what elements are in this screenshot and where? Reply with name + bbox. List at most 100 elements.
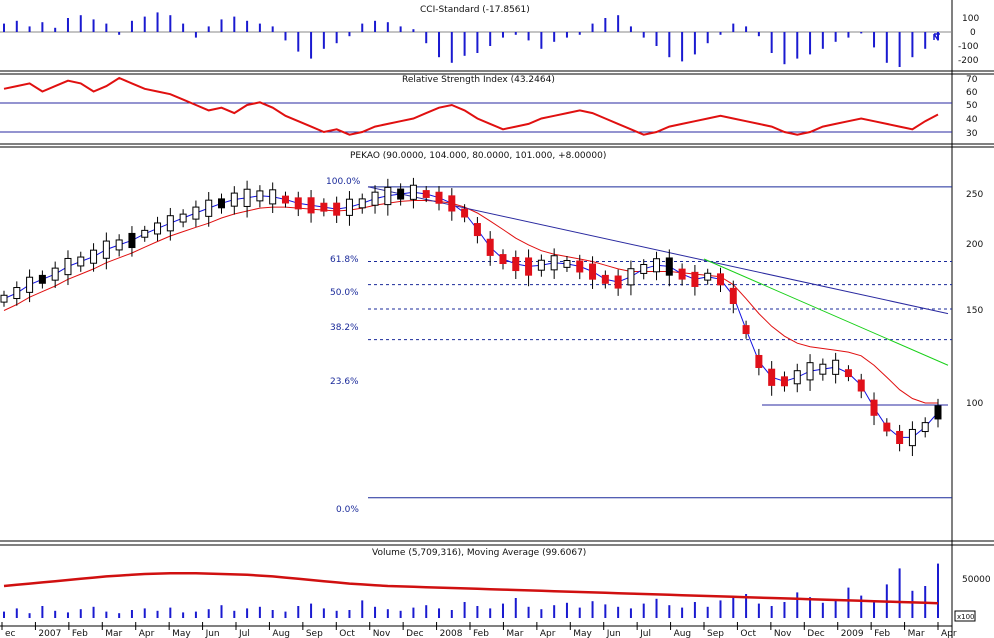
cci-bar	[143, 16, 146, 32]
candle-body	[179, 213, 187, 223]
candle-body	[256, 190, 264, 202]
cci-bar	[847, 32, 850, 38]
cci-bar	[629, 26, 632, 32]
x-tick-label: Jul	[639, 629, 651, 638]
volume-bar	[130, 610, 133, 618]
volume-bar	[578, 607, 581, 618]
volume-bar	[655, 598, 658, 618]
volume-bar	[745, 594, 748, 618]
cci-bar	[374, 20, 377, 32]
cci-bar	[796, 32, 799, 59]
cci-bar	[693, 32, 696, 55]
price-tick-100: 100	[966, 399, 983, 409]
x-tick-label: Oct	[339, 629, 355, 638]
candlesticks	[0, 177, 942, 457]
candle-body	[269, 189, 277, 205]
cci-bar	[642, 32, 645, 38]
volume-bar	[693, 602, 696, 618]
volume-bar	[629, 608, 632, 618]
volume-bar	[719, 600, 722, 618]
cci-bar	[655, 32, 658, 46]
cci-bar	[924, 32, 927, 49]
cci-bar	[92, 19, 95, 32]
volume-bar	[54, 610, 57, 618]
cci-bar	[322, 32, 325, 49]
candle-body	[192, 206, 200, 220]
volume-bar	[207, 609, 210, 618]
cci-bar	[41, 22, 44, 32]
volume-bar	[425, 605, 428, 618]
x-tick-label: Dec	[807, 629, 824, 638]
candle-body	[780, 376, 788, 387]
cci-bar	[911, 32, 914, 58]
volume-bar	[732, 597, 735, 618]
cci-bar	[386, 22, 389, 32]
volume-bar	[821, 602, 824, 618]
volume-bar	[770, 606, 773, 618]
volume-tick-50000: 50000	[962, 575, 991, 585]
candle-body	[716, 273, 724, 286]
cci-bars	[3, 12, 939, 67]
cci-panel: CCI-Standard (-17.8561) 100 0 -100 -200	[0, 5, 979, 67]
candle-body	[230, 192, 238, 207]
x-tick-label: May	[172, 629, 191, 638]
candle-body	[934, 405, 942, 420]
volume-bar	[476, 606, 479, 618]
cursor-arrow-icon	[933, 33, 940, 41]
volume-bar	[156, 610, 159, 618]
candle-body	[742, 325, 750, 335]
volume-bar	[92, 606, 95, 618]
volume-title: Volume (5,709,316), Moving Average (99.6…	[372, 548, 586, 558]
cci-bar	[130, 20, 133, 32]
volume-multiplier: x100	[957, 613, 975, 621]
volume-bar	[258, 606, 261, 618]
volume-bar	[399, 610, 402, 618]
x-axis: ec 2007 Feb Mar Apr May Jun Jul Aug Sep Oct Nov Dec 2…	[0, 622, 957, 638]
price-tick-150: 150	[966, 306, 983, 316]
candle-body	[486, 238, 494, 256]
price-title: PEKAO (90.0000, 104.000, 80.0000, 101.00…	[350, 151, 606, 161]
volume-bar	[348, 610, 351, 618]
volume-bar	[194, 611, 197, 618]
candle-body	[793, 370, 801, 385]
cci-bar	[54, 27, 57, 32]
candle-body	[320, 202, 328, 212]
cci-bar	[501, 32, 504, 38]
candle-body	[0, 294, 8, 303]
volume-bar	[565, 602, 568, 618]
cci-bar	[732, 23, 735, 32]
volume-bar	[297, 606, 300, 618]
cci-bar	[258, 23, 261, 32]
cci-bar	[719, 32, 722, 35]
volume-bar	[169, 607, 172, 618]
volume-bar	[757, 603, 760, 618]
x-tick-label: 2007	[38, 629, 61, 638]
cci-bar	[873, 32, 876, 48]
volume-bar	[284, 611, 287, 618]
candle-body	[665, 257, 673, 276]
x-tick-label: Apr	[941, 629, 957, 638]
volume-bar	[809, 597, 812, 618]
cci-bar	[28, 26, 31, 32]
x-tick-label: Nov	[774, 629, 792, 638]
candle-body	[499, 254, 507, 265]
candle-body	[512, 256, 520, 272]
candle-body	[806, 362, 814, 381]
candle-body	[883, 422, 891, 432]
x-tick-label: 2009	[841, 629, 864, 638]
candle-body	[102, 240, 110, 259]
rsi-series-line	[3, 76, 939, 136]
cci-bar	[220, 19, 223, 32]
candle-body	[832, 359, 840, 375]
volume-bar	[834, 599, 837, 618]
cci-bar	[450, 32, 453, 63]
volume-bar	[322, 608, 325, 618]
candle-body	[870, 399, 878, 416]
cci-bar	[527, 32, 530, 41]
fib-label-0: 0.0%	[336, 505, 359, 515]
volume-bar	[591, 601, 594, 618]
cci-bar	[668, 32, 671, 58]
candle-body	[768, 368, 776, 386]
candle-body	[13, 287, 21, 300]
